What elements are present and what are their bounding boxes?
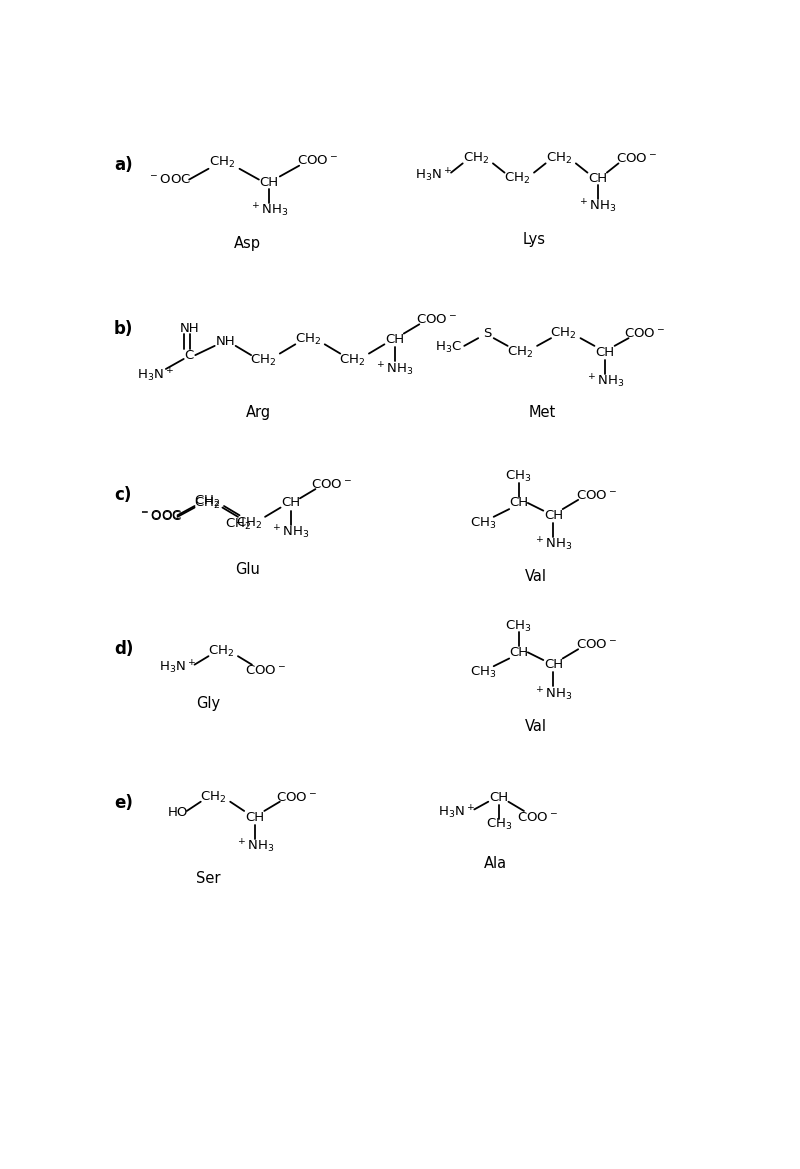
Text: CH$_2$: CH$_2$: [462, 151, 489, 166]
Text: H$_3$C: H$_3$C: [435, 340, 462, 355]
Text: $^+$NH$_3$: $^+$NH$_3$: [578, 198, 617, 215]
Text: CH: CH: [259, 177, 278, 189]
Text: CH$_2$: CH$_2$: [208, 644, 234, 659]
Text: H$_3$N$^+$: H$_3$N$^+$: [438, 804, 475, 821]
Text: CH: CH: [588, 172, 607, 185]
Text: b): b): [114, 320, 134, 339]
Text: c): c): [114, 486, 131, 504]
Text: COO$^-$: COO$^-$: [297, 154, 338, 167]
Text: CH$_2$: CH$_2$: [250, 353, 276, 368]
Text: CH$_3$: CH$_3$: [506, 618, 532, 634]
Text: HO: HO: [167, 805, 188, 819]
Text: COO$^-$: COO$^-$: [246, 664, 286, 677]
Text: $^+$NH$_3$: $^+$NH$_3$: [250, 201, 288, 219]
Text: COO$^-$: COO$^-$: [277, 790, 318, 803]
Text: CH$_2$: CH$_2$: [504, 171, 530, 186]
Text: COO$^-$: COO$^-$: [616, 152, 657, 165]
Text: H$_3$N$^+$: H$_3$N$^+$: [138, 366, 174, 383]
Text: a): a): [114, 157, 133, 174]
Text: e): e): [114, 794, 133, 812]
Text: COO$^-$: COO$^-$: [310, 478, 351, 491]
Text: CH: CH: [544, 658, 563, 671]
Text: COO$^-$: COO$^-$: [575, 638, 617, 651]
Text: CH$_2$: CH$_2$: [338, 353, 365, 368]
Text: $^+$NH$_3$: $^+$NH$_3$: [271, 524, 310, 541]
Text: $^-$OOC: $^-$OOC: [148, 173, 191, 186]
Text: $^-$OOC: $^-$OOC: [139, 509, 182, 521]
Text: COO$^-$: COO$^-$: [518, 810, 558, 824]
Text: Met: Met: [528, 406, 555, 421]
Text: Lys: Lys: [522, 233, 546, 247]
Text: CH$_2$: CH$_2$: [210, 155, 235, 171]
Text: $^+$NH$_3$: $^+$NH$_3$: [236, 838, 274, 855]
Text: NH: NH: [179, 321, 199, 334]
Text: CH$_2$: CH$_2$: [194, 496, 220, 511]
Text: CH$_2$: CH$_2$: [200, 789, 226, 804]
Text: $^+$NH$_3$: $^+$NH$_3$: [534, 535, 573, 553]
Text: $^+$NH$_3$: $^+$NH$_3$: [586, 373, 625, 390]
Text: CH$_3$: CH$_3$: [470, 665, 496, 680]
Text: H$_3$N$^+$: H$_3$N$^+$: [159, 658, 196, 676]
Text: CH$_3$: CH$_3$: [506, 469, 532, 484]
Text: COO$^-$: COO$^-$: [416, 313, 457, 326]
Text: CH$_3$: CH$_3$: [470, 516, 496, 531]
Text: Asp: Asp: [234, 236, 261, 251]
Text: CH$_2$: CH$_2$: [194, 493, 220, 509]
Text: Val: Val: [525, 719, 546, 734]
Text: Ser: Ser: [196, 871, 221, 886]
Text: $^-$OOC: $^-$OOC: [139, 511, 182, 524]
Text: C: C: [185, 348, 194, 361]
Text: CH: CH: [490, 790, 509, 803]
Text: CH$_2$: CH$_2$: [546, 151, 572, 166]
Text: CH$_2$: CH$_2$: [507, 345, 533, 360]
Text: CH$_2$: CH$_2$: [550, 326, 577, 341]
Text: COO$^-$: COO$^-$: [624, 327, 665, 340]
Text: NH: NH: [216, 334, 235, 347]
Text: Gly: Gly: [197, 697, 221, 712]
Text: Glu: Glu: [235, 561, 260, 576]
Text: CH: CH: [596, 346, 615, 359]
Text: Ala: Ala: [484, 856, 507, 871]
Text: H$_3$N$^+$: H$_3$N$^+$: [414, 167, 452, 185]
Text: CH$_2$: CH$_2$: [294, 332, 321, 347]
Text: CH: CH: [509, 645, 528, 659]
Text: CH: CH: [544, 509, 563, 521]
Text: S: S: [483, 327, 492, 340]
Text: COO$^-$: COO$^-$: [575, 489, 617, 502]
Text: CH$_2$: CH$_2$: [225, 517, 251, 532]
Text: CH: CH: [246, 810, 265, 824]
Text: CH: CH: [281, 497, 300, 510]
Text: $^+$NH$_3$: $^+$NH$_3$: [534, 685, 573, 703]
Text: $^+$NH$_3$: $^+$NH$_3$: [375, 360, 414, 378]
Text: CH$_2$: CH$_2$: [237, 516, 262, 531]
Text: CH$_3$: CH$_3$: [486, 817, 512, 832]
Text: Val: Val: [525, 569, 546, 584]
Text: CH: CH: [509, 497, 528, 510]
Text: Arg: Arg: [246, 406, 271, 421]
Text: CH: CH: [385, 333, 404, 346]
Text: d): d): [114, 639, 134, 658]
